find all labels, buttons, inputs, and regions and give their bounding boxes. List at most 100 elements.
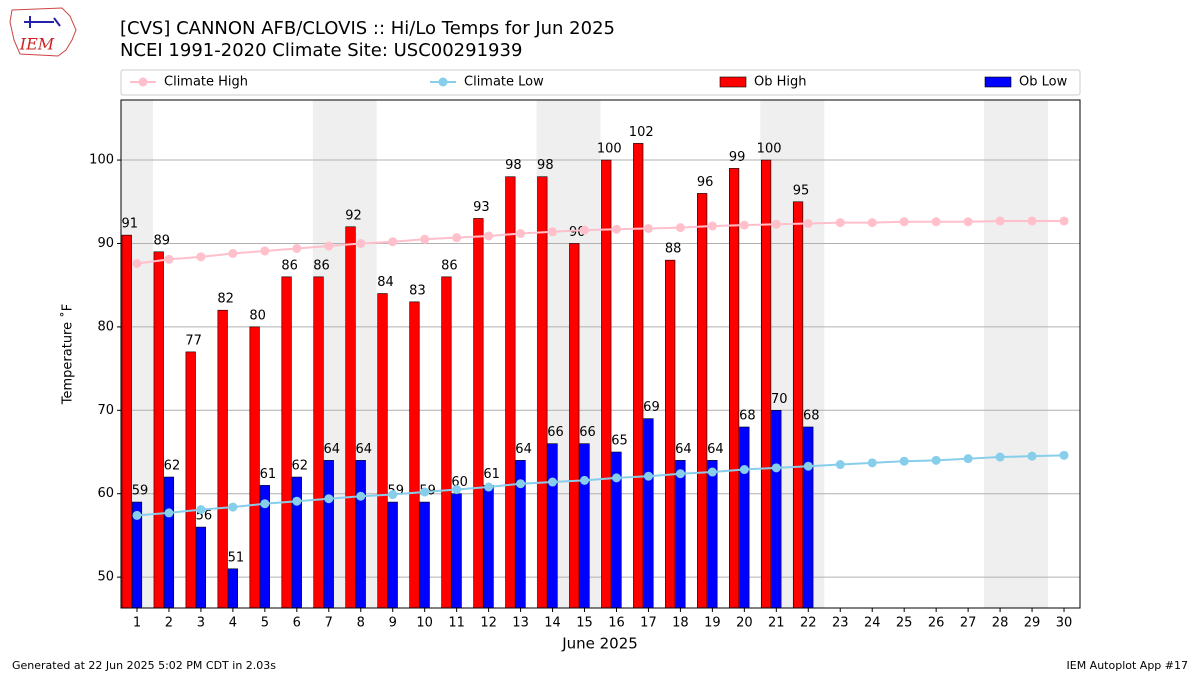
legend-entry: Climate Low <box>430 75 544 90</box>
line-marker <box>228 248 238 258</box>
bar-value-label: 70 <box>771 392 788 407</box>
bar <box>195 526 207 609</box>
x-tick-label: 1 <box>133 616 141 631</box>
bar <box>643 418 654 609</box>
line-marker <box>963 217 973 227</box>
legend-entry: Climate High <box>130 75 248 90</box>
bar-value-label: 88 <box>665 242 682 257</box>
line-marker <box>324 241 334 251</box>
bar <box>281 276 292 609</box>
y-tick-label: 100 <box>89 153 114 168</box>
bar <box>185 351 196 609</box>
line-marker <box>675 223 685 233</box>
bar-value-label: 100 <box>757 142 782 157</box>
bar-value-label: 61 <box>260 467 277 482</box>
bar-value-label: 69 <box>643 400 660 415</box>
line-marker <box>611 224 621 234</box>
x-tick-label: 14 <box>544 616 561 631</box>
line-marker <box>388 237 398 247</box>
bar-value-label: 66 <box>579 425 596 440</box>
line-marker <box>803 461 813 471</box>
bar-value-label: 100 <box>597 142 622 157</box>
bar <box>451 493 462 609</box>
bar-value-label: 66 <box>547 425 564 440</box>
plot-frame <box>120 99 1081 609</box>
legend-label: Ob High <box>754 75 807 90</box>
line-marker <box>420 234 430 244</box>
weekend-band <box>984 100 1049 608</box>
bar-value-label: 64 <box>324 442 341 457</box>
bar-value-label: 95 <box>793 183 810 198</box>
bar <box>345 226 356 609</box>
line-marker <box>1027 451 1037 461</box>
x-tick-label: 6 <box>293 616 301 631</box>
bar <box>419 501 430 609</box>
line-marker <box>995 452 1005 462</box>
x-tick-label: 29 <box>1024 616 1041 631</box>
line-marker <box>1059 216 1069 226</box>
bar-value-label: 99 <box>729 150 746 165</box>
bar-value-label: 98 <box>505 158 522 173</box>
bar <box>729 168 740 609</box>
line-marker <box>484 231 494 241</box>
bar <box>760 159 772 609</box>
bar <box>291 476 302 609</box>
x-axis-label: June 2025 <box>561 635 638 653</box>
x-tick-label: 30 <box>1056 616 1073 631</box>
chart-subtitle: NCEI 1991-2020 Climate Site: USC00291939 <box>120 40 522 61</box>
line-marker <box>899 217 909 227</box>
legend-swatch <box>719 76 747 88</box>
bar <box>217 309 228 609</box>
line-marker <box>580 225 590 235</box>
bar-value-label: 102 <box>629 125 654 140</box>
line-marker <box>675 469 685 479</box>
bar-value-label: 65 <box>611 434 628 449</box>
logo: IEM <box>9 7 77 57</box>
line-marker <box>739 465 749 475</box>
line-marker <box>1059 450 1069 460</box>
x-tick-label: 15 <box>576 616 593 631</box>
x-tick-label: 28 <box>992 616 1009 631</box>
y-tick-label: 80 <box>97 319 114 334</box>
bar <box>121 234 132 609</box>
bar <box>697 193 708 609</box>
x-tick-label: 24 <box>864 616 881 631</box>
bar <box>675 460 686 609</box>
bar <box>227 568 238 609</box>
line-marker <box>196 505 206 515</box>
line-marker <box>611 473 621 483</box>
line-marker <box>580 475 590 485</box>
bar <box>633 143 644 609</box>
line-marker <box>771 463 781 473</box>
legend-box <box>120 69 1081 96</box>
bar-value-label: 68 <box>803 408 820 423</box>
chart-title: [CVS] CANNON AFB/CLOVIS :: Hi/Lo Temps f… <box>120 18 615 39</box>
footer-right: IEM Autoplot App #17 <box>1067 659 1189 672</box>
bar-value-label: 98 <box>537 158 554 173</box>
y-tick-label: 90 <box>97 236 114 251</box>
bar-value-label: 86 <box>313 258 330 273</box>
line-marker <box>516 479 526 489</box>
x-tick-label: 11 <box>448 616 465 631</box>
logo-outline <box>9 7 77 57</box>
footer-left: Generated at 22 Jun 2025 5:02 PM CDT in … <box>12 659 276 672</box>
line-marker <box>548 477 558 487</box>
bar-value-label: 62 <box>292 459 309 474</box>
line-marker <box>452 485 462 495</box>
bar-value-label: 62 <box>164 459 181 474</box>
line-marker <box>132 510 142 520</box>
x-tick-label: 17 <box>640 616 657 631</box>
line-marker <box>260 499 270 509</box>
x-tick-label: 7 <box>325 616 333 631</box>
line-marker <box>835 218 845 228</box>
bar-value-label: 96 <box>697 175 714 190</box>
bar <box>569 243 580 609</box>
legend-entry: Ob High <box>719 75 807 90</box>
bar-value-label: 77 <box>185 333 202 348</box>
line-marker <box>516 228 526 238</box>
bar-value-label: 86 <box>441 258 458 273</box>
bar <box>505 176 516 609</box>
bar-value-label: 64 <box>515 442 532 457</box>
bar-value-label: 83 <box>409 283 426 298</box>
